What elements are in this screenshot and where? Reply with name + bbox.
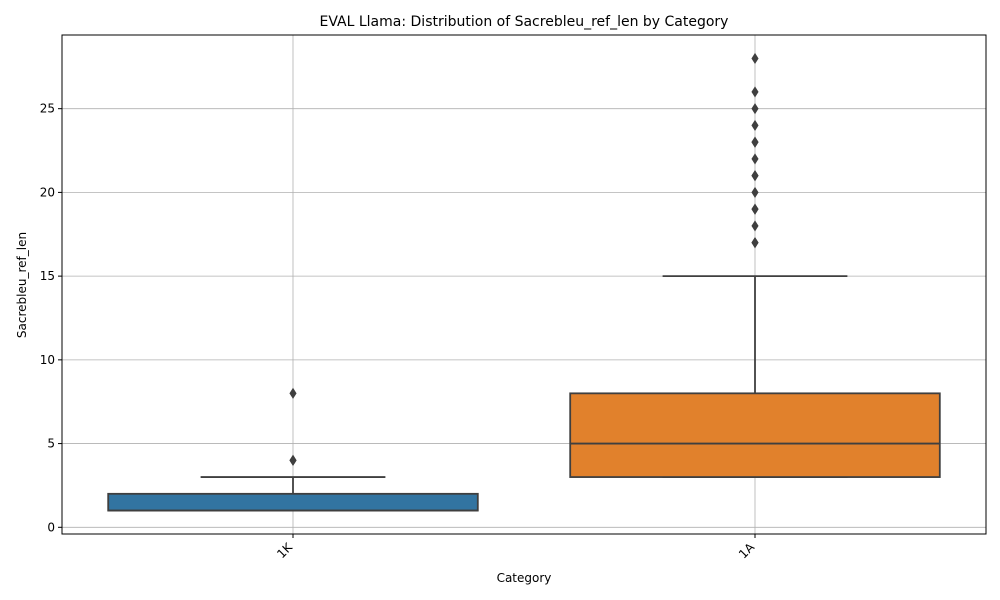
outlier-point <box>751 136 759 148</box>
iqr-box <box>107 492 479 512</box>
outlier-point <box>751 220 759 232</box>
outlier-point <box>751 103 759 115</box>
plot-frame <box>61 34 987 535</box>
outlier-point <box>751 86 759 98</box>
grid <box>62 35 986 534</box>
outlier-point <box>289 387 297 399</box>
chart-title: EVAL Llama: Distribution of Sacrebleu_re… <box>320 14 729 30</box>
outlier-point <box>751 237 759 249</box>
outlier-point <box>289 454 297 466</box>
outlier-point <box>751 153 759 165</box>
y-tick-label: 25 <box>40 102 55 116</box>
y-tick-label: 10 <box>40 353 55 367</box>
outlier-point <box>751 203 759 215</box>
box-1A <box>569 52 941 478</box>
y-tick-label: 5 <box>47 437 55 451</box>
boxes <box>107 52 941 512</box>
y-tick-label: 20 <box>40 185 55 199</box>
iqr-box <box>569 392 941 478</box>
box-1K <box>107 387 479 512</box>
outlier-point <box>751 119 759 131</box>
y-tick-label: 0 <box>47 520 55 534</box>
x-tick-label: 1A <box>736 540 758 562</box>
x-axis-ticks: 1K 1A <box>274 534 758 562</box>
outlier-point <box>751 170 759 182</box>
outlier-point <box>751 52 759 64</box>
x-axis-label: Category <box>497 571 552 585</box>
y-axis-ticks: 0 5 10 15 20 25 <box>40 102 62 534</box>
x-tick-label: 1K <box>274 539 296 561</box>
y-tick-label: 15 <box>40 269 55 283</box>
y-axis-label: Sacrebleu_ref_len <box>15 232 29 338</box>
outlier-point <box>751 186 759 198</box>
